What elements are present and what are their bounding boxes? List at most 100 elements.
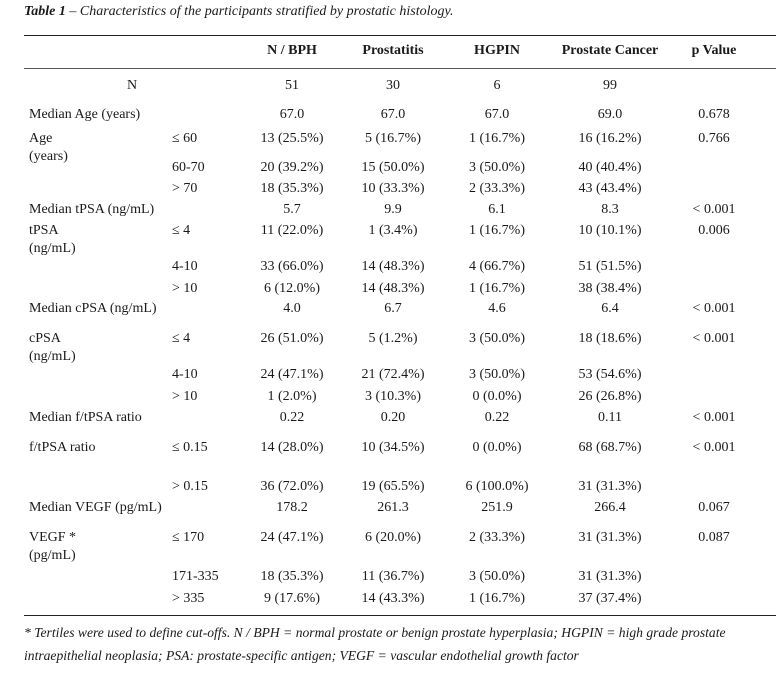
table-cell: 18 (35.3%) [260,569,324,584]
table-cell: 5.7 [283,202,301,217]
table-cell: 6 (12.0%) [264,281,320,296]
row-label: Age [29,131,53,146]
header-rule [24,68,776,69]
column-header: p Value [691,43,737,58]
table-caption-label: Table 1 [24,4,66,19]
table-cell: 0.11 [598,410,622,425]
row-cutoff: ≤ 4 [172,331,191,346]
row-cutoff: ≤ 4 [172,223,191,238]
row-cutoff: > 335 [172,591,205,606]
column-header: Prostate Cancer [561,43,659,58]
table-cell: 53 (54.6%) [578,367,642,382]
top-rule [24,35,776,36]
table-cell: 36 (72.0%) [260,479,324,494]
row-label: Median Age (years) [29,107,141,122]
row-cutoff: 4-10 [172,367,198,382]
table-cell: 6 (20.0%) [365,530,421,545]
table-cell: 40 (40.4%) [578,160,642,175]
row-label: f/tPSA ratio [29,440,96,455]
table-cell: 13 (25.5%) [260,131,324,146]
table-cell: 31 (31.3%) [578,569,642,584]
table-cell: 16 (16.2%) [578,131,642,146]
table-cell: 33 (66.0%) [260,259,324,274]
table-cell: 4.6 [488,301,506,316]
table-cell: 26 (51.0%) [260,331,324,346]
table-cell: 10 (33.3%) [361,181,425,196]
table-cell: 43 (43.4%) [578,181,642,196]
row-label: cPSA [29,331,61,346]
table-cell: 261.3 [377,500,409,515]
table-cell: 24 (47.1%) [260,530,324,545]
table-cell: 3 (50.0%) [469,331,525,346]
table-cell: 68 (68.7%) [578,440,642,455]
table-cell: 15 (50.0%) [361,160,425,175]
table-cell: 99 [603,78,617,93]
table-cell: 4.0 [283,301,301,316]
p-value-cell: 0.087 [698,530,730,545]
table-cell: 0.22 [279,410,305,425]
table-cell: 5 (1.2%) [368,331,418,346]
table-cell: 14 (43.3%) [361,591,425,606]
p-value-cell: < 0.001 [692,331,736,346]
table-cell: 6 [493,78,501,93]
table-footnote: * Tertiles were used to define cut-offs.… [24,625,726,663]
table-caption: Table 1 – Characteristics of the partici… [24,4,453,20]
row-cutoff: 171-335 [172,569,219,584]
table-cell: 21 (72.4%) [361,367,425,382]
table-cell: 178.2 [276,500,308,515]
p-value-cell: 0.067 [698,500,730,515]
row-label-unit: (pg/mL) [29,548,76,563]
row-cutoff: 4-10 [172,259,198,274]
row-cutoff: > 10 [172,389,198,404]
column-header: N / BPH [267,43,317,58]
table-cell: 10 (10.1%) [578,223,642,238]
table-cell: 9.9 [384,202,402,217]
table-cell: 69.0 [597,107,623,122]
table-cell: 0.20 [380,410,406,425]
table-cell: 1 (2.0%) [267,389,317,404]
column-header: HGPIN [474,43,520,58]
row-label: Median cPSA (ng/mL) [29,301,157,316]
table-cell: 8.3 [601,202,619,217]
table-cell: 31 (31.3%) [578,479,642,494]
bottom-rule [24,615,776,616]
p-value-cell: < 0.001 [692,301,736,316]
table-cell: 0 (0.0%) [472,440,522,455]
row-label-unit: (ng/mL) [29,241,76,256]
table-cell: 6.7 [384,301,402,316]
table-cell: 3 (50.0%) [469,367,525,382]
table-cell: 51 [285,78,299,93]
row-cutoff: > 0.15 [172,479,208,494]
table-cell: 0 (0.0%) [472,389,522,404]
table-caption-text: – Characteristics of the participants st… [65,4,454,19]
table-cell: 67.0 [380,107,406,122]
row-label: N [126,78,138,93]
table-cell: 24 (47.1%) [260,367,324,382]
row-cutoff: ≤ 0.15 [172,440,208,455]
row-cutoff: > 10 [172,281,198,296]
p-value-cell: < 0.001 [692,410,736,425]
table-cell: 9 (17.6%) [264,591,320,606]
table-cell: 3 (10.3%) [365,389,421,404]
table-cell: 6 (100.0%) [465,479,529,494]
row-label-unit: (years) [29,149,68,164]
p-value-cell: 0.678 [698,107,730,122]
table-cell: 251.9 [481,500,513,515]
table-cell: 31 (31.3%) [578,530,642,545]
table-cell: 1 (16.7%) [469,591,525,606]
p-value-cell: 0.766 [698,131,730,146]
table-cell: 2 (33.3%) [469,181,525,196]
column-header: Prostatitis [362,43,424,58]
row-cutoff: ≤ 60 [172,131,198,146]
table-cell: 30 [386,78,400,93]
row-cutoff: ≤ 170 [172,530,205,545]
row-label: tPSA [29,223,59,238]
table-cell: 10 (34.5%) [361,440,425,455]
p-value-cell: < 0.001 [692,202,736,217]
table-cell: 1 (16.7%) [469,281,525,296]
table-cell: 67.0 [484,107,510,122]
table-cell: 19 (65.5%) [361,479,425,494]
table-cell: 266.4 [594,500,626,515]
table-cell: 0.22 [484,410,510,425]
row-label: VEGF * [29,530,77,545]
